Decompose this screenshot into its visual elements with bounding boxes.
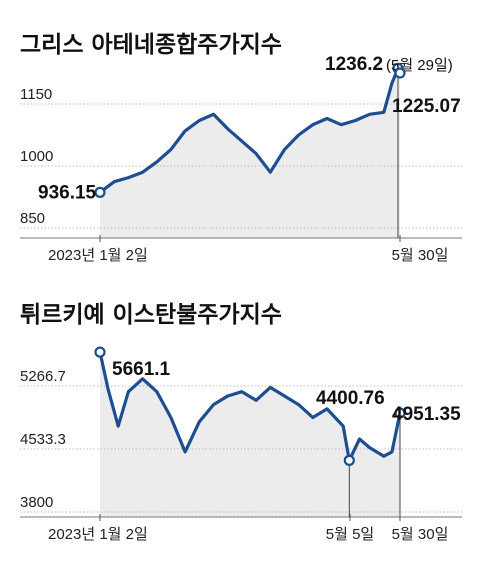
x-tick-label: 5월 30일 xyxy=(392,247,449,264)
y-tick-label: 1000 xyxy=(20,148,53,165)
y-tick-label: 1150 xyxy=(20,86,52,103)
annotation-label: 1225.07 xyxy=(392,96,461,117)
x-tick-label: 5월 5일 xyxy=(326,526,374,543)
chart-panel-2: 튀르키예 이스탄불주가지수 5266.7 4533.3 3800 2023년 1월 2일… xyxy=(20,302,462,543)
x-tick-label: 5월 30일 xyxy=(392,526,449,543)
annotation-label: 5661.1 xyxy=(112,359,171,380)
data-point-marker xyxy=(394,67,406,79)
annotation-label: 936.15 xyxy=(38,182,97,203)
chart-title: 그리스 아테네종합주가지수 xyxy=(20,32,282,58)
y-tick-label: 850 xyxy=(20,210,45,227)
series-line xyxy=(98,350,402,462)
y-tick-label: 3800 xyxy=(20,494,53,511)
annotation-label: 4400.76 xyxy=(316,388,385,409)
data-point-marker xyxy=(94,346,106,358)
annotation-label: 4951.35 xyxy=(392,404,461,425)
x-tick-label: 2023년 1월 2일 xyxy=(48,247,148,264)
chart-panel-1: 그리스 아테네종합주가지수 1150 1000 850 2023년 1월 2일 5월 30… xyxy=(20,32,462,264)
series-line xyxy=(98,66,402,194)
area-fill xyxy=(100,352,400,517)
annotation-label: 1236.2 xyxy=(325,54,383,75)
chart-title: 튀르키예 이스탄불주가지수 xyxy=(20,302,282,328)
data-point-marker xyxy=(94,186,106,198)
y-tick-label: 4533.3 xyxy=(20,431,66,448)
area-fill xyxy=(100,68,400,239)
y-tick-label: 5266.7 xyxy=(20,368,66,385)
data-point-marker xyxy=(394,407,406,419)
x-tick-label: 2023년 1월 2일 xyxy=(48,526,148,543)
data-point-marker xyxy=(343,454,355,466)
